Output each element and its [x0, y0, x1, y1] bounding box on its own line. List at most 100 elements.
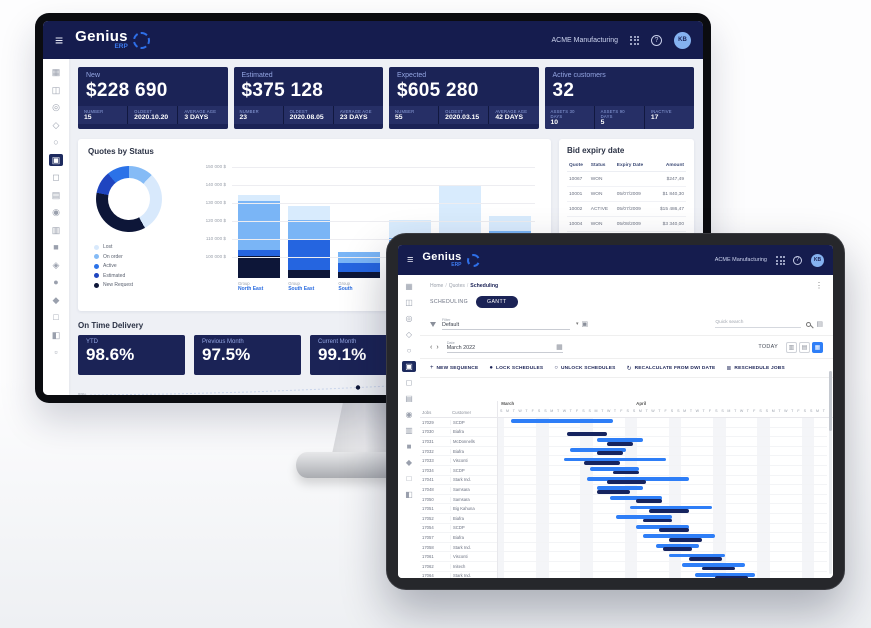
gantt-bar-planned[interactable] [642, 534, 716, 539]
gantt-bar-actual[interactable] [715, 576, 749, 578]
archive-icon[interactable]: ◧ [405, 490, 413, 499]
gantt-bar-actual[interactable] [583, 460, 620, 465]
search-icon[interactable] [806, 321, 812, 327]
avatar[interactable]: KB [811, 253, 824, 267]
save-filter-icon[interactable]: ▣ [581, 321, 589, 328]
gantt-bar-planned[interactable] [629, 505, 712, 510]
reports-icon[interactable]: ▥ [405, 426, 413, 435]
gantt-bar-planned[interactable] [590, 467, 640, 471]
documents-icon[interactable]: ▤ [405, 394, 413, 403]
today-button[interactable]: TODAY [758, 344, 778, 350]
view-day-button[interactable]: ▥ [786, 341, 797, 353]
vault-icon[interactable]: ■ [53, 242, 59, 252]
gantt-bar-actual[interactable] [606, 441, 633, 446]
scrollbar[interactable] [829, 371, 832, 574]
recalculate-button[interactable]: ↻ RECALCULATE FROM DWI DATE [627, 365, 716, 372]
dashboard-icon[interactable]: ▦ [405, 282, 413, 291]
gantt-table-row[interactable]: 17033 Visconti [420, 456, 497, 466]
invoices-icon[interactable]: ◈ [52, 259, 60, 270]
gantt-bar-actual[interactable] [688, 556, 722, 561]
gantt-bar-planned[interactable] [655, 543, 699, 548]
globe-icon[interactable]: ◎ [405, 314, 413, 323]
gantt-bar-planned[interactable] [669, 553, 725, 558]
view-month-button[interactable]: ▦ [812, 341, 823, 353]
gantt-bar-actual[interactable] [659, 528, 689, 532]
avatar[interactable]: KB [674, 31, 691, 49]
gantt-table-row[interactable]: 17032 Biafra [420, 447, 497, 457]
gantt-table-row[interactable]: 17062 Initech [420, 562, 497, 572]
gantt-table-row[interactable]: 17054 SCDP [420, 524, 497, 534]
reschedule-jobs-button[interactable]: ≣ RESCHEDULE JOBS [726, 365, 784, 372]
calendar-icon[interactable]: ◻ [52, 172, 60, 182]
gantt-bar-planned[interactable] [563, 457, 666, 462]
unlock-schedules-button[interactable]: ○ UNLOCK SCHEDULES [554, 365, 615, 371]
filter-funnel-icon[interactable] [430, 321, 436, 327]
lock-schedules-button[interactable]: ● LOCK SCHEDULES [489, 365, 543, 371]
gantt-bar-actual[interactable] [567, 432, 607, 436]
gantt-table-row[interactable]: 17058 Stark Ind. [420, 543, 497, 553]
security-icon[interactable]: □ [53, 312, 59, 322]
gantt-table-row[interactable]: 17034 SCDP [420, 466, 497, 476]
tab-scheduling[interactable]: SCHEDULING [430, 299, 469, 305]
chevron-left-icon[interactable]: ‹ [430, 343, 433, 351]
gantt-bar-actual[interactable] [649, 508, 689, 513]
quick-search-input[interactable]: Quick search [715, 320, 802, 328]
menu-icon[interactable]: ≡ [407, 254, 414, 266]
customers-icon[interactable]: ○ [53, 137, 59, 147]
production-icon[interactable]: ◇ [405, 330, 413, 339]
gantt-bar-actual[interactable] [613, 470, 640, 475]
apps-grid-icon[interactable] [630, 35, 639, 45]
customers-icon[interactable]: ○ [406, 346, 412, 355]
gantt-table-row[interactable]: 17048 Samsara [420, 485, 497, 495]
gantt-bar-planned[interactable] [609, 495, 663, 500]
tools-icon[interactable]: ◆ [405, 458, 413, 467]
gantt-table-row[interactable]: 17061 Visconti [420, 552, 497, 562]
gantt-bar-actual[interactable] [669, 537, 702, 542]
gantt-bar-planned[interactable] [616, 515, 673, 519]
packages-icon[interactable]: ▫ [54, 347, 58, 357]
network-icon[interactable]: ● [53, 277, 59, 287]
breadcrumb-item[interactable]: Quotes [448, 282, 465, 289]
gantt-col-header-jobs[interactable]: Jobs [422, 410, 432, 415]
gantt-bar-planned[interactable] [511, 419, 614, 423]
view-week-button[interactable]: ▤ [799, 341, 810, 353]
gantt-table-row[interactable]: 17031 McDonnells [420, 437, 497, 447]
archive-icon[interactable]: ◧ [51, 329, 61, 340]
globe-icon[interactable]: ◎ [52, 102, 60, 112]
gantt-table-row[interactable]: 17052 Biafra [420, 514, 497, 524]
tab-gantt[interactable]: GANTT [476, 296, 518, 308]
filter-select[interactable]: Filter Default [442, 318, 570, 330]
documents-icon[interactable]: ▤ [51, 189, 61, 200]
sales-icon[interactable]: ◫ [405, 298, 413, 307]
calendar-icon[interactable]: ◻ [405, 378, 413, 387]
reports-icon[interactable]: ▥ [51, 224, 61, 235]
gantt-bar-planned[interactable] [586, 476, 689, 481]
gantt-bar-actual[interactable] [701, 566, 735, 571]
gantt-bar-planned[interactable] [570, 447, 627, 452]
breadcrumb-item[interactable]: Home [430, 282, 444, 289]
gantt-col-header-customer[interactable]: Customer [452, 410, 472, 415]
gantt-table-row[interactable]: 17057 Biafra [420, 533, 497, 543]
new-sequence-button[interactable]: + NEW SEQUENCE [430, 365, 478, 371]
gantt-bar-planned[interactable] [682, 563, 745, 567]
menu-icon[interactable]: ≡ [55, 32, 64, 48]
kebab-menu-icon[interactable]: ⋮ [815, 281, 823, 290]
chevron-down-icon[interactable]: ▾ [576, 321, 579, 327]
settings-icon[interactable]: ◉ [52, 207, 60, 217]
gantt-bar-actual[interactable] [642, 518, 673, 523]
scheduling-icon[interactable]: ▣ [402, 361, 416, 372]
gantt-table-row[interactable]: 17051 Big Kahuna [420, 504, 497, 514]
chevron-right-icon[interactable]: › [436, 343, 439, 351]
dashboard-icon[interactable]: ▦ [51, 67, 61, 77]
gantt-bar-actual[interactable] [596, 451, 623, 456]
calendar-icon[interactable]: ▦ [556, 344, 563, 351]
gantt-bar-planned[interactable] [596, 486, 643, 491]
sales-icon[interactable]: ◫ [51, 84, 61, 95]
advanced-search-icon[interactable]: ▤ [816, 321, 823, 328]
tools-icon[interactable]: ◆ [52, 294, 60, 305]
gantt-table-row[interactable]: 17064 Stark Ind. [420, 572, 497, 578]
help-icon[interactable]: ? [651, 34, 662, 46]
gantt-table-row[interactable]: 17041 Stark Ind. [420, 476, 497, 486]
gantt-table-row[interactable]: 17050 Samsara [420, 495, 497, 505]
gantt-bar-actual[interactable] [606, 480, 647, 484]
